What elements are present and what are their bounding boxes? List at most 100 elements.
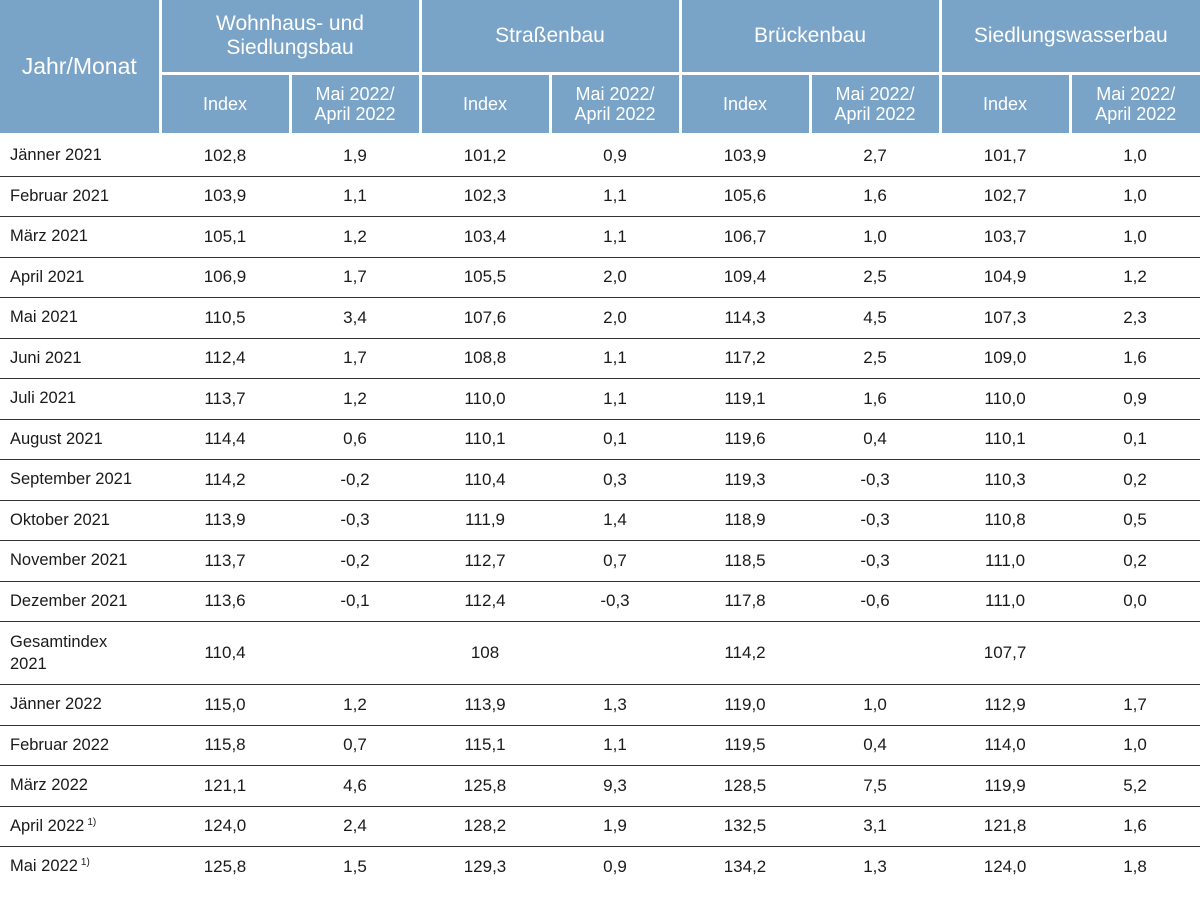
index-value-cell: 101,7 (940, 134, 1071, 177)
index-value-cell: 113,7 (160, 540, 290, 582)
index-value-cell: 111,9 (420, 500, 550, 541)
change-value-cell: 1,0 (1070, 134, 1200, 177)
change-value-cell: 1,6 (1070, 806, 1200, 847)
row-label-cell: Dezember 2021 (0, 581, 160, 622)
row-label-cell: April 2021 (0, 257, 160, 298)
index-value-cell: 125,8 (203, 856, 247, 876)
table-row: Februar 2022 115,8 0,7 115,1 1,1 119,5 0,4 114,… (0, 725, 1200, 766)
index-value-cell: 124,0 (983, 856, 1027, 876)
change-value-cell: 0,0 (1070, 581, 1200, 622)
table-row: September 2021 114,2 -0,2 110,4 0,3 119,3 -0,3… (0, 459, 1200, 501)
table-row: März 2022 121,1 4,6 125,8 9,3 128,5 7,5 119,9 5,… (0, 765, 1200, 807)
footnote-marker: 1) (80, 857, 90, 869)
change-value-cell: 1,0 (1070, 176, 1200, 217)
change-value-cell: 1,1 (290, 176, 420, 217)
index-value-cell: 103,9 (160, 176, 290, 217)
table-row: Mai 2021 110,5 3,4 107,6 2,0 114,3 4,5 107,3 2,3 (0, 297, 1200, 339)
row-label-cell: Oktober 2021 (0, 500, 160, 541)
change-value-cell: 2,5 (810, 338, 941, 379)
index-value-cell: 115,1 (420, 725, 550, 766)
row-label: September 2021 (10, 470, 133, 489)
change-value-cell: 1,5 (343, 856, 367, 876)
subheader-change: Mai 2022/ April 2022 (550, 73, 682, 136)
change-value-cell: 0,2 (1070, 540, 1200, 582)
change-value-cell: 1,2 (290, 378, 420, 420)
table-header: Jahr/Monat Wohnhaus- und Siedlungsbau Str… (0, 0, 1200, 136)
table-row: Oktober 2021 113,9 -0,3 111,9 1,4 118,9 -0,3 11… (0, 500, 1200, 541)
change-value-cell: 1,8 (1123, 856, 1147, 876)
change-value-cell: 0,1 (550, 419, 680, 460)
index-value-cell: 111,0 (940, 540, 1071, 582)
index-value-cell: 134,2 (723, 856, 767, 876)
row-label-cell: November 2021 (0, 540, 160, 582)
index-value-cell: 117,2 (680, 338, 810, 379)
change-value-cell: 1,3 (550, 684, 680, 726)
index-value-cell: 103,9 (680, 134, 810, 177)
change-value-cell: 1,2 (290, 684, 420, 726)
change-value-cell: 2,7 (810, 134, 941, 177)
change-value-cell: -0,2 (290, 540, 420, 582)
table-row: Februar 2021 103,9 1,1 102,3 1,1 105,6 1,6 102,… (0, 176, 1200, 217)
subheader-index: Index (420, 73, 552, 136)
change-value-cell: 5,2 (1070, 765, 1200, 807)
change-value-cell: 1,2 (1070, 257, 1200, 298)
index-value-cell: 102,7 (940, 176, 1071, 217)
subheader-change: Mai 2022/ April 2022 (810, 73, 942, 136)
index-value-cell: 119,0 (680, 684, 810, 726)
change-value-cell: 1,6 (810, 378, 941, 420)
index-value-cell: 119,9 (940, 765, 1071, 807)
table-row: Juli 2021 113,7 1,2 110,0 1,1 119,1 1,6 110,0 0,… (0, 378, 1200, 420)
index-value-cell: 129,3 (463, 856, 507, 876)
footnote-marker: 1) (87, 816, 97, 828)
index-value-cell: 125,8 (420, 765, 550, 807)
change-value-cell: 0,9 (1070, 378, 1200, 420)
index-value-cell: 102,8 (160, 134, 290, 177)
index-value-cell: 128,5 (680, 765, 810, 807)
index-value-cell: 101,2 (420, 134, 550, 177)
index-value-cell: 105,5 (420, 257, 550, 298)
change-value-cell: 9,3 (550, 765, 680, 807)
subheader-index: Index (680, 73, 812, 136)
change-value-cell: 1,7 (290, 257, 420, 298)
change-value-cell: 1,1 (550, 378, 680, 420)
change-value-cell: 2,4 (290, 806, 420, 847)
index-value-cell: 111,0 (940, 581, 1071, 622)
change-value-cell: 0,7 (290, 725, 420, 766)
index-value-cell: 110,3 (940, 459, 1071, 501)
index-value-cell: 121,8 (940, 806, 1071, 847)
index-value-cell: 110,5 (160, 297, 290, 339)
index-value-cell: 102,3 (420, 176, 550, 217)
table-row: Juni 2021 112,4 1,7 108,8 1,1 117,2 2,5 109,0 1,… (0, 338, 1200, 379)
index-value-cell: 114,3 (680, 297, 810, 339)
row-label-cell: August 2021 (0, 419, 160, 460)
change-value-cell: 0,7 (550, 540, 680, 582)
index-value-cell: 110,8 (940, 500, 1071, 541)
index-value-cell: 119,3 (680, 459, 810, 501)
change-value-cell: 2,0 (550, 257, 680, 298)
index-value-cell: 110,0 (420, 378, 550, 420)
row-label: April 2022 (10, 816, 85, 835)
index-value-cell: 115,8 (160, 725, 290, 766)
row-label: August 2021 (10, 429, 103, 448)
index-value-cell: 112,4 (160, 338, 290, 379)
row-label-cell: Februar 2022 (0, 725, 160, 766)
index-value-cell: 115,0 (160, 684, 290, 726)
header-group-brueckenbau: Brückenbau (680, 0, 942, 75)
index-value-cell: 107,7 (940, 621, 1071, 685)
row-label: Mai 2022 (10, 857, 78, 876)
change-value-cell: 0,3 (550, 459, 680, 501)
row-label: Jänner 2021 (10, 146, 102, 165)
change-value-cell: 1,1 (550, 216, 680, 258)
index-value-cell: 121,1 (160, 765, 290, 807)
index-value-cell: 128,2 (420, 806, 550, 847)
row-label: Februar 2021 (10, 186, 110, 205)
row-label: Februar 2022 (10, 735, 110, 754)
change-value-cell: 1,7 (1070, 684, 1200, 726)
change-value-cell: 0,6 (290, 419, 420, 460)
row-label-cell: Mai 2022 1) (0, 847, 160, 887)
change-value-cell: 1,1 (550, 725, 680, 766)
row-label-cell: Mai 2021 (0, 297, 160, 339)
index-value-cell: 119,5 (680, 725, 810, 766)
table-row: Dezember 2021 113,6 -0,1 112,4 -0,3 117,8 -0,6… (0, 581, 1200, 622)
change-value-cell: -0,3 (810, 540, 941, 582)
